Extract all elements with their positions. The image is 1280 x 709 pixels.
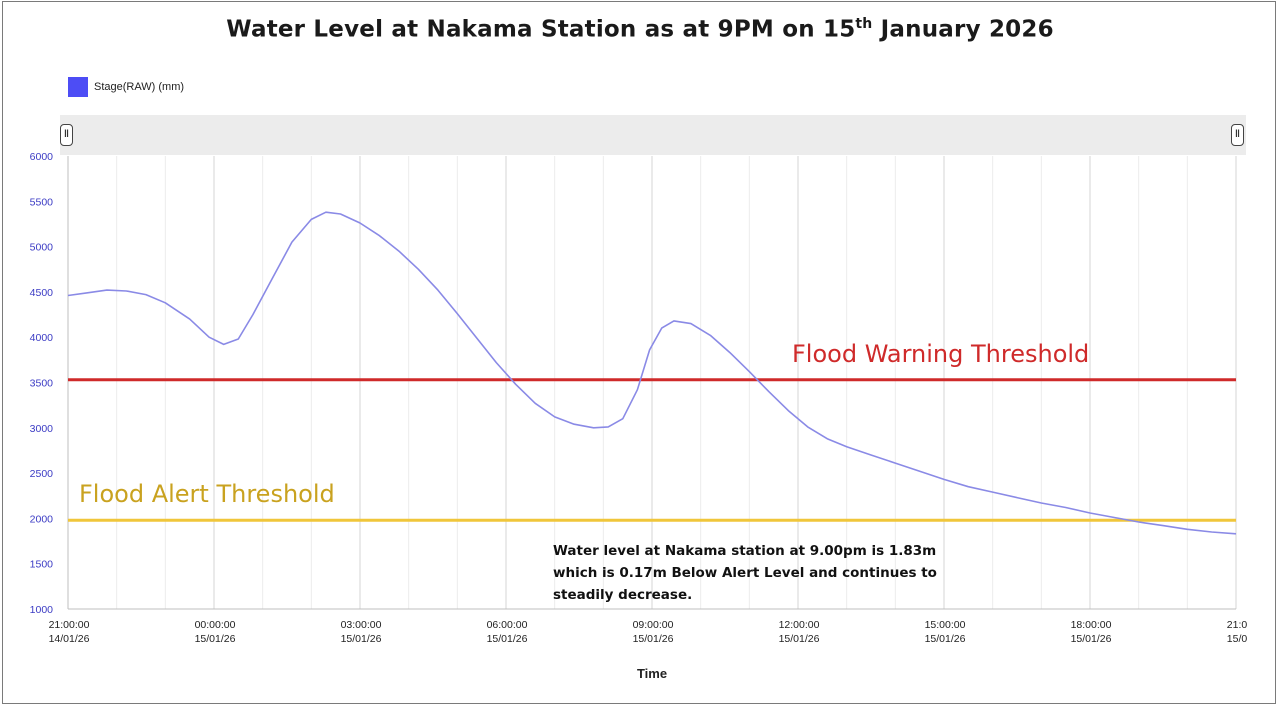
x-tick-date-label: 15/01/26 <box>341 633 382 645</box>
x-tick-date-label: 15/01/26 <box>779 633 820 645</box>
chart-title-main: Water Level at Nakama Station as at 9PM … <box>226 16 856 43</box>
y-tick-label: 5500 <box>30 196 54 208</box>
series-line-stage <box>67 211 1237 535</box>
flood-warning-label: Flood Warning Threshold <box>792 340 1090 368</box>
x-tick-time-label: 03:00:00 <box>341 619 382 631</box>
x-tick-date-label: 15/01/26 <box>487 633 528 645</box>
x-tick-date-label: 15/01/26 <box>195 633 236 645</box>
status-annotation: Water level at Nakama station at 9.00pm … <box>553 543 937 603</box>
y-tick-label: 4000 <box>30 332 54 344</box>
x-tick-time-label: 21:00:00 <box>49 619 90 631</box>
y-tick-label: 1500 <box>30 559 54 571</box>
chart-title: Water Level at Nakama Station as at 9PM … <box>0 16 1280 43</box>
chart-title-sup: th <box>855 16 873 32</box>
range-navigator[interactable] <box>60 115 1246 155</box>
y-tick-label: 2000 <box>30 513 54 525</box>
y-tick-label: 3000 <box>30 423 54 435</box>
x-tick-time-label: 00:00:00 <box>195 619 236 631</box>
legend-swatch <box>68 77 88 97</box>
x-tick-time-label: 18:00:00 <box>1071 619 1112 631</box>
y-tick-label: 3500 <box>30 378 54 390</box>
x-tick-time-label: 09:00:00 <box>633 619 674 631</box>
x-tick-date-label: 15/01/26 <box>1071 633 1112 645</box>
y-tick-label: 5000 <box>30 242 54 254</box>
y-tick-label: 6000 <box>30 151 54 163</box>
x-tick-time-label: 06:00:00 <box>487 619 528 631</box>
chart-title-tail: January 2026 <box>872 16 1054 43</box>
x-tick-date-label: 15/01/26 <box>925 633 966 645</box>
x-tick-date-label: 14/01/26 <box>49 633 90 645</box>
x-axis-title: Time <box>637 666 667 681</box>
legend-label: Stage(RAW) (mm) <box>94 81 185 93</box>
y-tick-label: 1000 <box>30 604 54 616</box>
x-tick-date-label: 15/01/26 <box>633 633 674 645</box>
x-tick-date-label: 15/0 <box>1227 633 1248 645</box>
range-handle-right-icon[interactable]: ‖ <box>1231 124 1244 146</box>
flood-alert-label: Flood Alert Threshold <box>79 480 335 508</box>
x-tick-time-label: 15:00:00 <box>925 619 966 631</box>
y-tick-label: 2500 <box>30 468 54 480</box>
range-handle-left-icon[interactable]: ‖ <box>60 124 73 146</box>
legend[interactable]: Stage(RAW) (mm) <box>68 77 184 97</box>
y-tick-label: 4500 <box>30 287 54 299</box>
x-tick-time-label: 21:0 <box>1227 619 1248 631</box>
x-tick-time-label: 12:00:00 <box>779 619 820 631</box>
